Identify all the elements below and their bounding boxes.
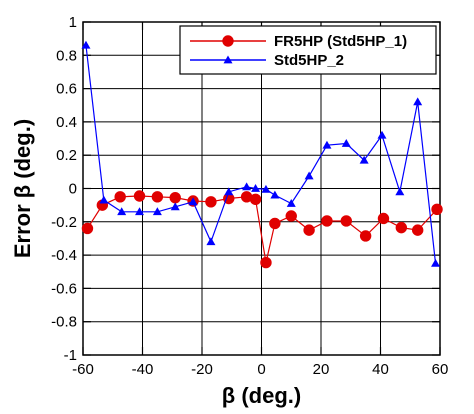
y-tick-label: -0.2 bbox=[51, 214, 77, 231]
data-point-triangle bbox=[99, 195, 109, 204]
y-tick-label: 0.2 bbox=[56, 147, 77, 164]
data-point-circle bbox=[340, 215, 352, 227]
data-point-triangle bbox=[170, 202, 180, 211]
data-point-circle bbox=[114, 191, 126, 203]
x-tick-label: -60 bbox=[72, 361, 94, 378]
data-point-circle bbox=[431, 203, 443, 216]
data-point-triangle bbox=[223, 55, 233, 64]
y-tick-label: 0.4 bbox=[56, 114, 77, 131]
x-axis-title: β (deg.) bbox=[222, 383, 301, 408]
data-point-triangle bbox=[359, 155, 369, 164]
data-point-triangle bbox=[270, 190, 280, 199]
y-tick-label: -0.8 bbox=[51, 314, 77, 331]
data-point-triangle bbox=[135, 207, 145, 216]
data-point-triangle bbox=[413, 97, 423, 106]
data-point-circle bbox=[303, 224, 315, 236]
data-point-triangle bbox=[341, 139, 351, 147]
data-point-triangle bbox=[304, 171, 314, 180]
legend-label: FR5HP (Std5HP_1) bbox=[274, 33, 407, 50]
series-line bbox=[85, 45, 437, 264]
legend-box bbox=[179, 25, 437, 75]
data-point-circle bbox=[411, 224, 424, 236]
x-tick-label: 20 bbox=[313, 361, 330, 378]
series-layer bbox=[81, 40, 443, 269]
axes: -60 -40 -20 0 20 40 60 -1 -0.8 -0.6 -0.4 -0.2 0 0.2 0.… bbox=[51, 14, 448, 378]
data-point-triangle bbox=[242, 182, 252, 191]
data-point-triangle bbox=[261, 184, 271, 193]
data-point-triangle bbox=[152, 207, 162, 216]
data-point-circle bbox=[205, 196, 217, 208]
data-point-triangle bbox=[431, 258, 441, 267]
data-point-circle bbox=[377, 212, 390, 225]
data-point-circle bbox=[285, 210, 297, 222]
data-point-triangle bbox=[251, 184, 261, 192]
y-axis-title: Error β (deg.) bbox=[10, 119, 35, 258]
series-line bbox=[86, 195, 438, 263]
data-point-circle bbox=[151, 191, 164, 203]
data-point-circle bbox=[395, 221, 408, 234]
data-point-triangle bbox=[117, 207, 127, 216]
data-point-circle bbox=[321, 215, 333, 227]
data-point-circle bbox=[269, 217, 281, 230]
y-tick-label: 0 bbox=[69, 181, 77, 198]
y-tick-label: -0.4 bbox=[51, 247, 77, 264]
legend: FR5HP (Std5HP_1) Std5HP_2 bbox=[179, 25, 437, 75]
x-tick-label: 40 bbox=[372, 361, 389, 378]
data-point-triangle bbox=[188, 197, 198, 206]
series-1 bbox=[81, 190, 443, 269]
data-point-triangle bbox=[286, 198, 296, 207]
x-tick-label: -20 bbox=[191, 361, 213, 378]
data-point-triangle bbox=[206, 237, 216, 246]
y-tick-label: 0.6 bbox=[56, 81, 77, 98]
data-point-triangle bbox=[377, 130, 387, 139]
data-point-circle bbox=[249, 193, 262, 206]
data-point-circle bbox=[260, 256, 272, 269]
legend-label: Std5HP_2 bbox=[274, 52, 344, 69]
y-tick-label: -1 bbox=[64, 347, 77, 364]
y-tick-label: -0.6 bbox=[51, 280, 77, 297]
data-point-circle bbox=[222, 35, 234, 47]
series-2 bbox=[81, 40, 441, 267]
data-point-circle bbox=[133, 190, 146, 202]
y-tick-label: 0.8 bbox=[56, 47, 77, 64]
x-tick-label: -40 bbox=[132, 361, 154, 378]
data-point-triangle bbox=[322, 140, 332, 149]
data-point-circle bbox=[81, 222, 94, 235]
y-tick-label: 1 bbox=[69, 14, 77, 31]
x-tick-label: 60 bbox=[432, 361, 449, 378]
data-point-triangle bbox=[395, 187, 405, 196]
x-tick-label: 0 bbox=[257, 361, 265, 378]
data-point-circle bbox=[359, 230, 372, 242]
data-point-triangle bbox=[81, 40, 91, 49]
data-point-triangle bbox=[224, 187, 234, 196]
data-point-circle bbox=[169, 191, 181, 204]
